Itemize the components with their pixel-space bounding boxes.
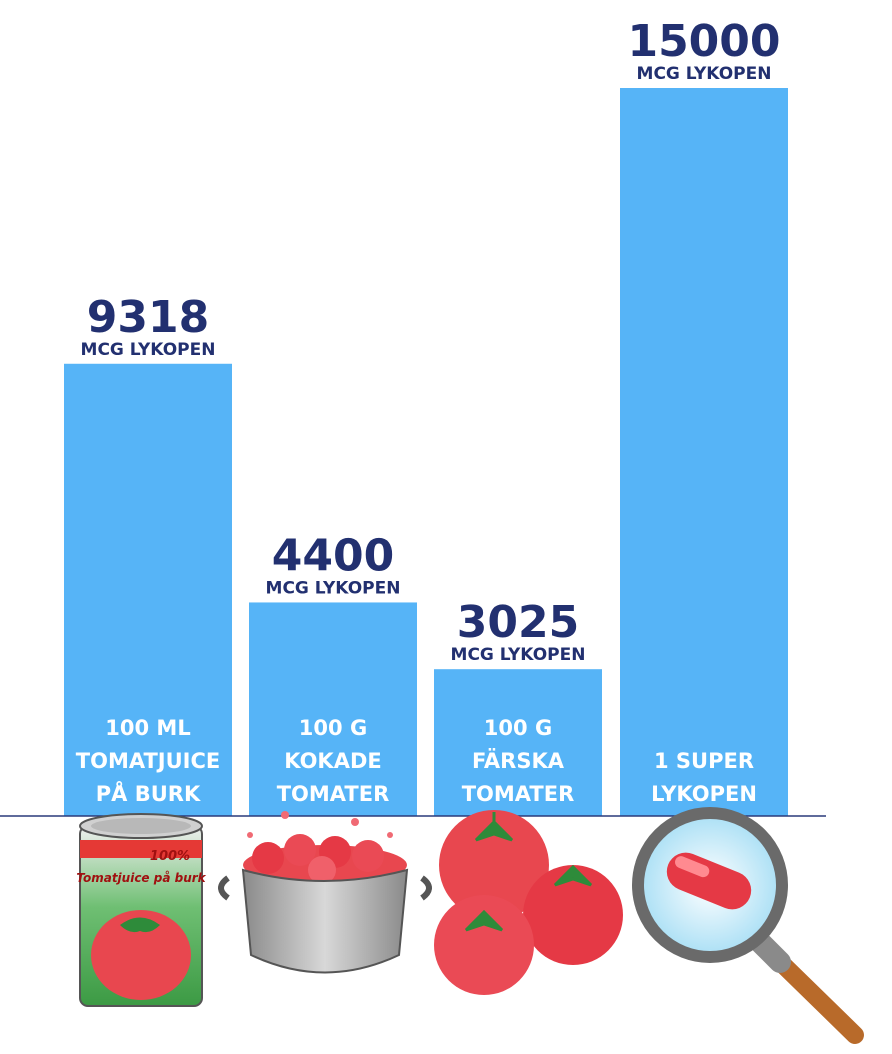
category-label-3-line-3: TOMATER [462, 782, 575, 806]
tomato-juice-can-icon: 100% Tomatjuice på burk [76, 813, 207, 1007]
value-label-4: 15000 [627, 16, 780, 67]
bar-4 [620, 88, 788, 816]
bar-1 [64, 363, 232, 816]
category-label-3-line-1: 100 G [484, 716, 552, 740]
unit-label-1: MCG LYKOPEN [81, 340, 216, 360]
bar-3 [434, 669, 602, 816]
can-name-text: Tomatjuice på burk [76, 871, 206, 885]
value-label-2: 4400 [272, 530, 394, 581]
value-label-3: 3025 [457, 597, 579, 648]
category-label-4-line-2: LYKOPEN [651, 782, 757, 806]
unit-label-2: MCG LYKOPEN [266, 578, 401, 598]
category-label-2-line-1: 100 G [299, 716, 367, 740]
unit-label-3: MCG LYKOPEN [451, 645, 586, 665]
can-percent-text: 100% [150, 849, 190, 864]
category-label-1-line-1: 100 ML [105, 716, 190, 740]
value-label-1: 9318 [87, 292, 209, 343]
magnifier-capsule-icon [632, 807, 864, 1044]
cooking-pot-tomatoes-icon [218, 811, 432, 974]
bar-2 [249, 602, 417, 816]
category-label-1-line-2: TOMATJUICE [76, 749, 220, 773]
fresh-tomatoes-icon [434, 810, 623, 995]
unit-label-4: MCG LYKOPEN [637, 64, 772, 84]
category-label-4-line-1: 1 SUPER [654, 749, 754, 773]
category-label-2-line-3: TOMATER [277, 782, 390, 806]
category-label-2-line-2: KOKADE [284, 749, 381, 773]
category-label-3-line-2: FÄRSKA [472, 748, 565, 773]
category-label-1-line-3: PÅ BURK [96, 781, 201, 806]
